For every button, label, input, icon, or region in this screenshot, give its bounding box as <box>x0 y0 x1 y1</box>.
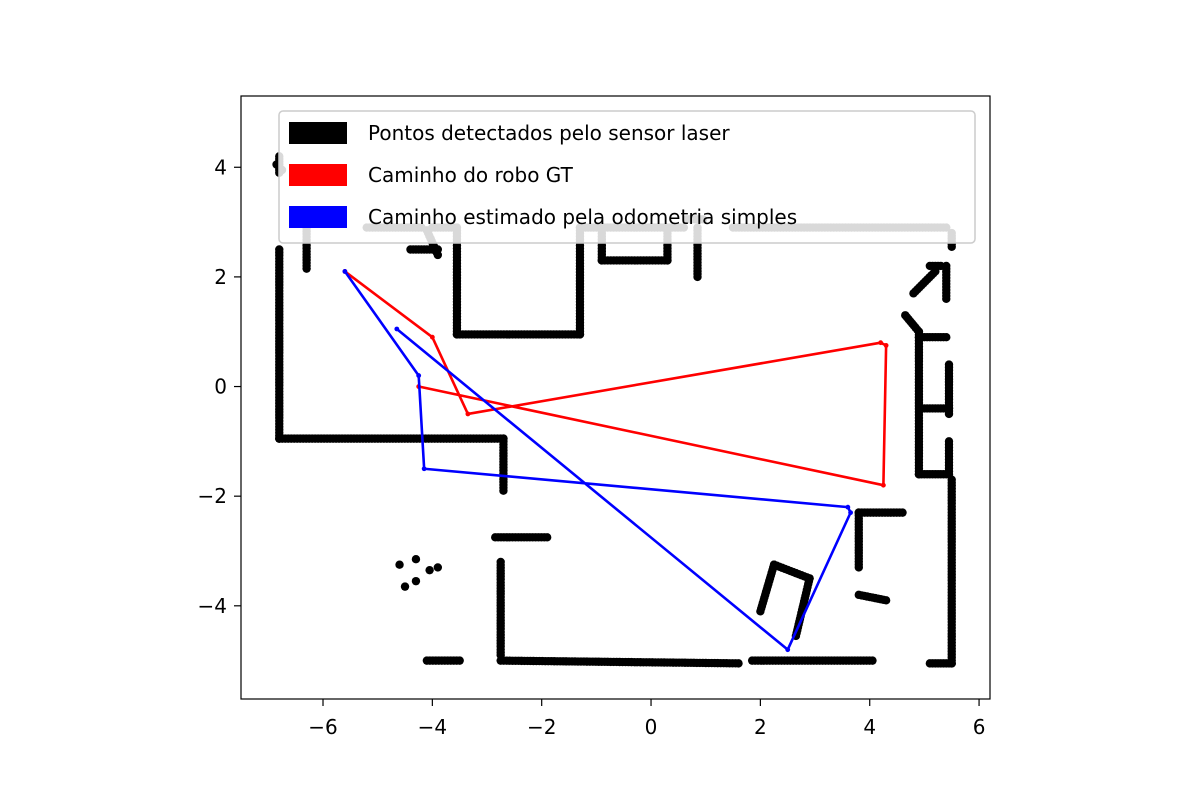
y-tick-label: −2 <box>198 484 227 508</box>
y-axis: −4 −2 0 2 4 <box>198 155 241 618</box>
odometry-path-point <box>416 373 422 378</box>
laser-point <box>947 659 956 668</box>
laser-point <box>693 272 702 282</box>
legend: Pontos detectados pelo sensor laser Cami… <box>278 110 976 244</box>
plot-frame <box>240 95 991 700</box>
odometry-path-point <box>421 466 427 472</box>
x-tick-label: −6 <box>308 715 337 739</box>
gt-path-point <box>880 482 886 488</box>
legend-box <box>278 110 976 244</box>
x-tick-label: 0 <box>645 715 658 739</box>
laser-point <box>942 470 951 479</box>
laser-point <box>944 404 954 413</box>
gt-path-point <box>429 334 435 340</box>
legend-swatch-laser <box>289 122 347 144</box>
x-tick-label: 4 <box>863 715 876 739</box>
odometry-path-point <box>785 647 791 653</box>
odometry-path-point <box>394 326 400 332</box>
laser-point <box>942 294 951 304</box>
gt-path-point <box>883 343 889 348</box>
y-tick-label: 0 <box>214 375 227 399</box>
laser-point <box>455 656 464 665</box>
y-tick-label: 4 <box>214 155 227 179</box>
y-tick-label: 2 <box>214 265 227 289</box>
x-axis: −6 −4 −2 0 2 4 6 <box>308 699 985 739</box>
laser-point <box>433 563 443 572</box>
legend-label-gt: Caminho do robo GT <box>368 163 574 187</box>
y-tick-label: −4 <box>198 594 227 618</box>
laser-point <box>395 560 404 569</box>
laser-point <box>302 264 311 273</box>
laser-point <box>499 486 508 495</box>
odometry-path-point <box>845 504 851 510</box>
laser-point <box>868 656 877 665</box>
laser-point <box>734 659 743 668</box>
legend-label-odometry: Caminho estimado pela odometria simples <box>368 205 797 229</box>
odometry-path-point <box>848 510 853 516</box>
laser-point <box>898 508 907 517</box>
gt-path-point <box>465 411 471 417</box>
x-tick-label: 6 <box>973 715 986 739</box>
odometry-path-point <box>342 269 348 274</box>
laser-point <box>400 582 410 591</box>
x-tick-label: −2 <box>527 715 556 739</box>
laser-point <box>542 533 552 542</box>
legend-swatch-gt <box>289 164 347 186</box>
laser-point <box>433 245 443 254</box>
x-tick-label: −4 <box>418 715 447 739</box>
laser-point <box>411 576 421 586</box>
legend-label-laser: Pontos detectados pelo sensor laser <box>368 121 730 145</box>
laser-point <box>411 555 421 564</box>
x-tick-label: 2 <box>754 715 767 739</box>
laser-point <box>425 565 434 575</box>
laser-point <box>942 333 951 342</box>
legend-swatch-odometry <box>289 206 347 228</box>
laser-point <box>881 596 891 605</box>
gt-path-point <box>878 340 884 346</box>
laser-point <box>854 563 863 572</box>
laser-point <box>947 242 956 251</box>
